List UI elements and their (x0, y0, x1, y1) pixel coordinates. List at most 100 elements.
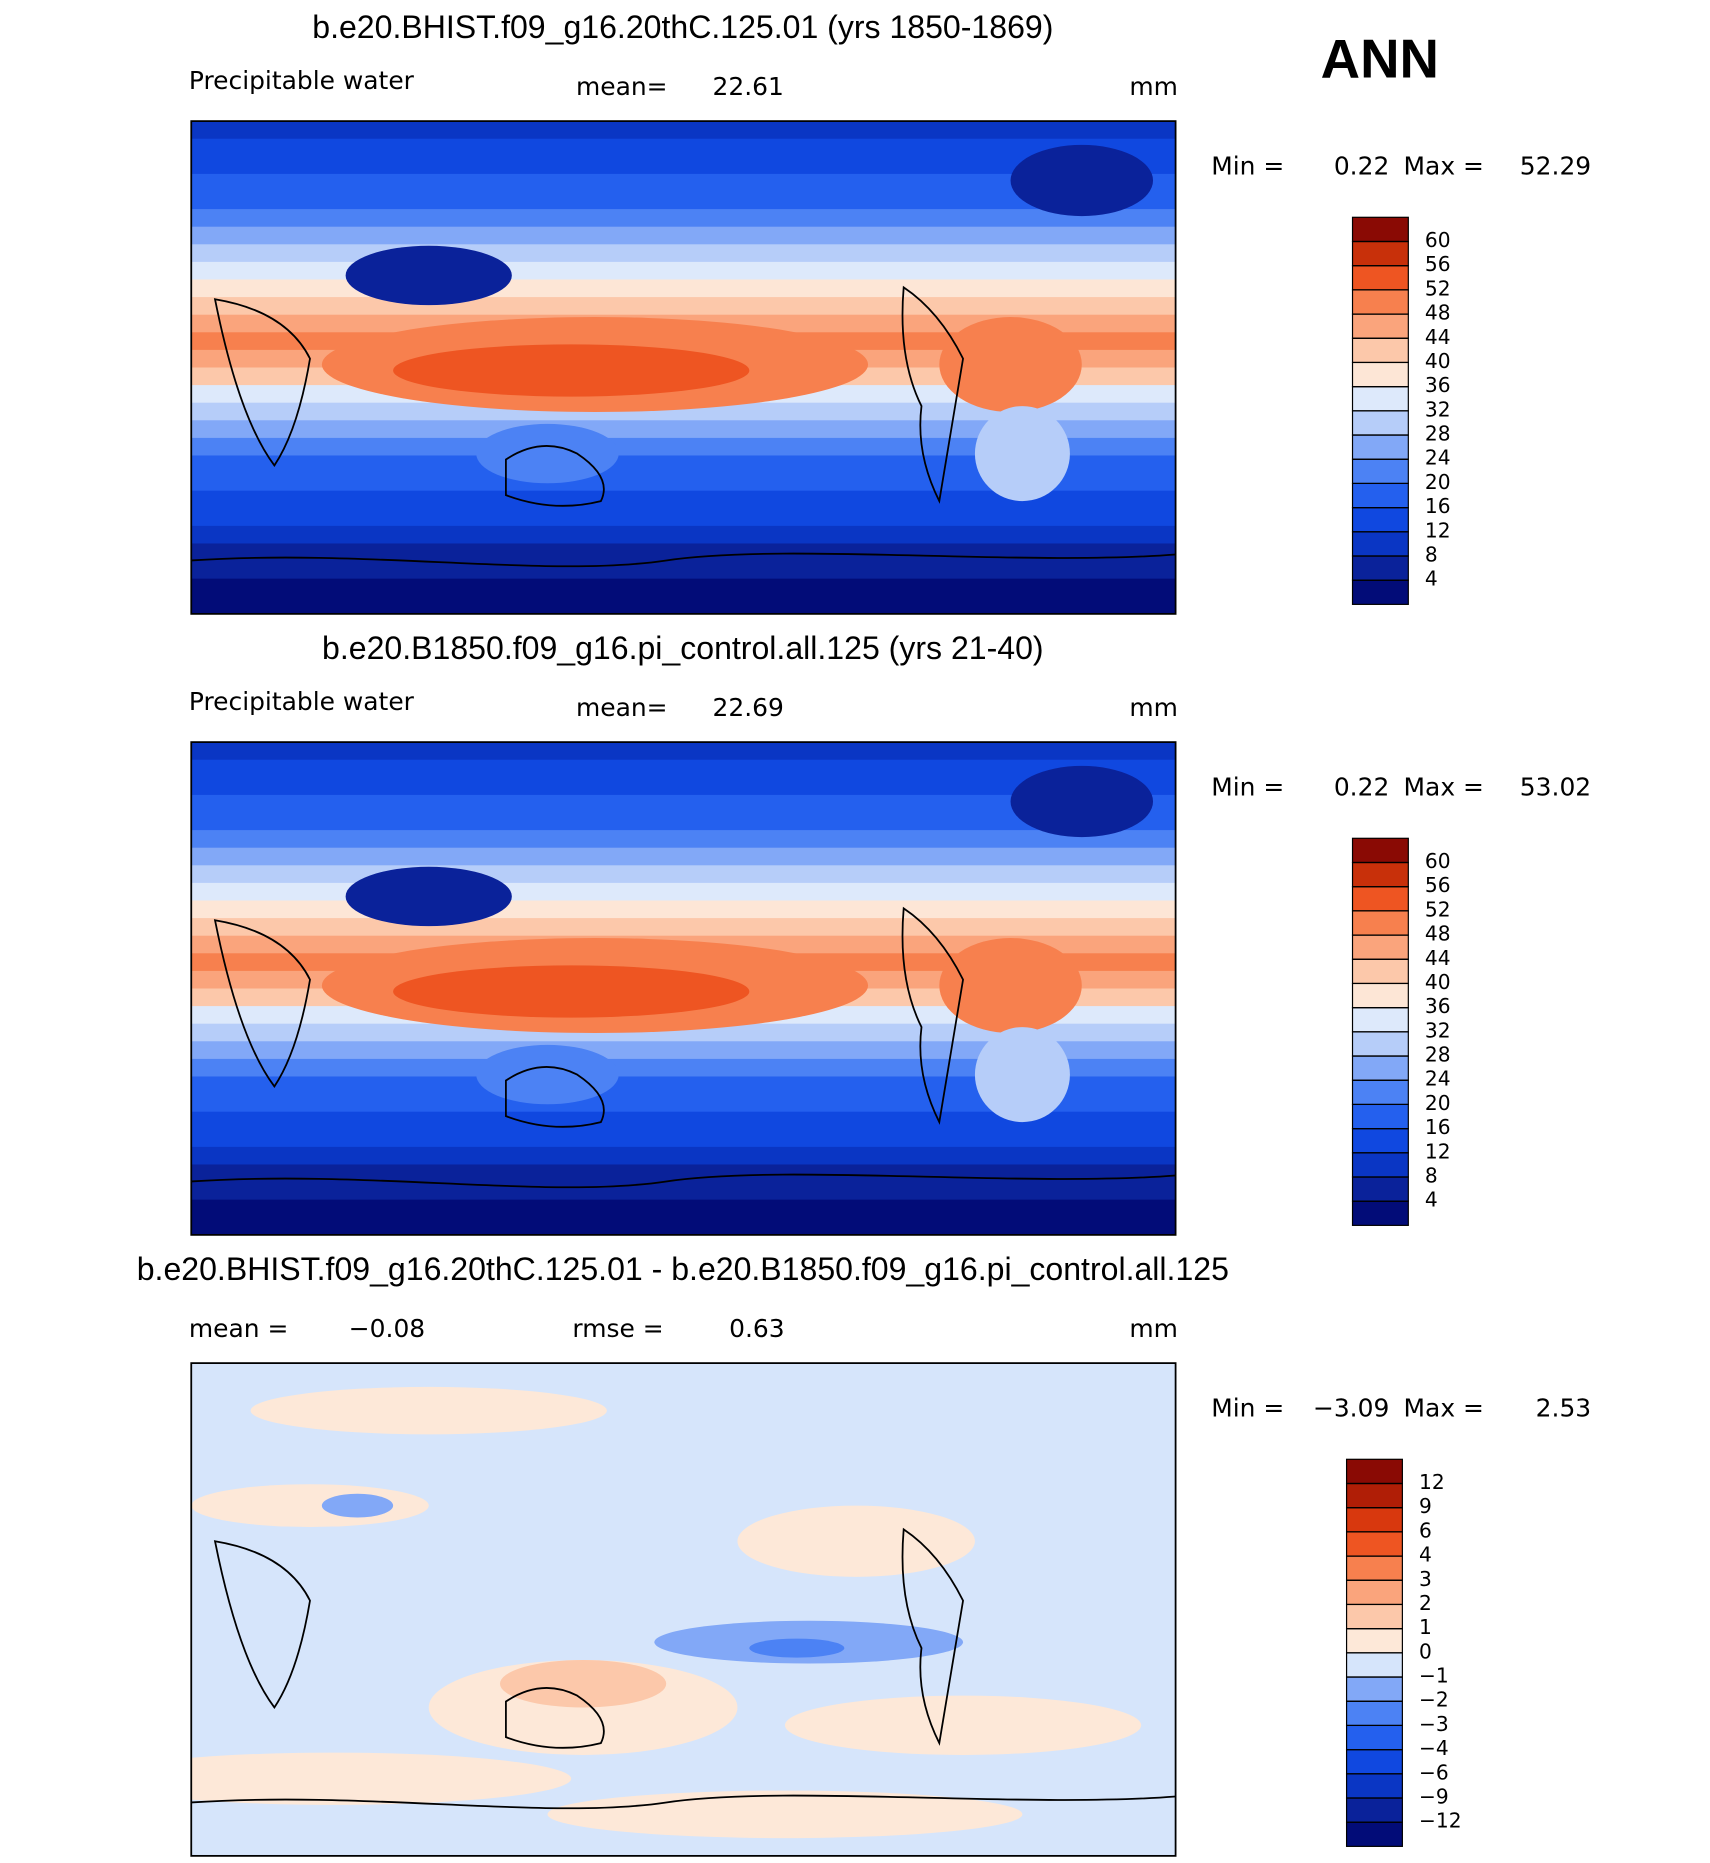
field-band (191, 437, 1176, 457)
mean-value: 22.61 (713, 72, 784, 101)
panel: b.e20.BHIST.f09_g16.20thC.125.01 (yrs 18… (189, 9, 1591, 615)
colorbar-box (1351, 958, 1409, 985)
field-band (191, 578, 1176, 598)
rmse-value: 0.63 (729, 1314, 784, 1343)
field-band (191, 191, 1176, 211)
colorbar-box (1351, 1055, 1409, 1081)
colorbar-box (1351, 240, 1409, 267)
colorbar-box (1351, 886, 1409, 912)
colorbar-label: −9 (1419, 1784, 1449, 1808)
colorbar-label: 2 (1419, 1591, 1432, 1615)
colorbar-label: 44 (1425, 946, 1451, 970)
field-blob (499, 1659, 667, 1708)
field-band (191, 596, 1176, 614)
field-blob (345, 245, 512, 306)
colorbar-label: 48 (1425, 301, 1451, 325)
colorbar-box (1351, 1128, 1409, 1154)
colorbar-label: 12 (1419, 1470, 1445, 1494)
field-band (191, 742, 1176, 761)
season-label: ANN (1321, 28, 1439, 89)
colorbar-box (1345, 1482, 1403, 1509)
max-value: 2.53 (1536, 1393, 1592, 1422)
colorbar-box (1351, 265, 1409, 291)
min-label: Min = (1211, 1393, 1284, 1422)
colorbar-box (1351, 1103, 1409, 1130)
colorbar-label: 36 (1425, 373, 1451, 397)
colorbar-box (1351, 910, 1409, 936)
field-band (191, 209, 1176, 228)
field-blob (737, 1505, 975, 1577)
colorbar-box (1351, 458, 1409, 485)
colorbar-label: 40 (1425, 349, 1451, 373)
colorbar-label: 40 (1425, 970, 1451, 994)
min-label: Min = (1211, 772, 1284, 801)
colorbar-label: 32 (1425, 1018, 1451, 1042)
field-band (191, 1217, 1176, 1235)
colorbar-box (1351, 555, 1409, 581)
field-band (191, 847, 1176, 867)
map-frame (190, 1362, 1177, 1857)
colorbar-box (1351, 531, 1409, 557)
colorbar-label: −3 (1419, 1712, 1449, 1736)
field-blob (393, 344, 750, 397)
colorbar-box (1345, 1821, 1403, 1847)
field-band (191, 1023, 1176, 1043)
colorbar-label: 16 (1425, 494, 1451, 518)
colorbar-box (1351, 289, 1409, 315)
colorbar-label: 20 (1425, 1091, 1451, 1115)
max-label: Max = (1404, 1393, 1484, 1422)
map-frame (190, 120, 1177, 615)
colorbar-box (1345, 1652, 1403, 1678)
field-band (191, 1076, 1176, 1096)
panel-title: b.e20.BHIST.f09_g16.20thC.125.01 - b.e20… (137, 1251, 1229, 1287)
mean-label: mean= (576, 693, 668, 722)
field-band (191, 279, 1176, 299)
colorbar-label: 32 (1425, 397, 1451, 421)
colorbar-label: −12 (1419, 1809, 1462, 1833)
units-label: mm (1129, 1314, 1178, 1343)
panel-title: b.e20.B1850.f09_g16.pi_control.all.125 (… (322, 630, 1044, 666)
field-blob (939, 938, 1082, 1034)
field-band (191, 812, 1176, 832)
field-band (191, 173, 1176, 193)
colorbar-box (1351, 982, 1409, 1009)
coastline (191, 285, 1176, 568)
colorbar-box (1351, 434, 1409, 460)
colorbar-box (1345, 1797, 1403, 1823)
field-band (191, 226, 1176, 246)
field-blob (749, 1638, 845, 1658)
colorbar-box (1345, 1507, 1403, 1533)
colorbar-box (1351, 1152, 1409, 1178)
colorbar-box (1351, 579, 1409, 605)
colorbar-box (1351, 861, 1409, 888)
field-band (191, 1111, 1176, 1131)
colorbar-box (1351, 934, 1409, 960)
field-blob (784, 1695, 1142, 1755)
field-band (191, 156, 1176, 176)
field-band (191, 918, 1176, 937)
field-blob (345, 866, 512, 927)
field-band (191, 508, 1176, 528)
field-band (191, 525, 1176, 545)
field-band (191, 1041, 1176, 1061)
field-band (191, 297, 1176, 316)
field-blob (939, 317, 1082, 413)
field-band (191, 543, 1176, 563)
min-value: −3.09 (1313, 1393, 1389, 1422)
field-band (191, 1146, 1176, 1166)
colorbar-box (1345, 1773, 1403, 1799)
field-blob (1010, 144, 1154, 217)
variable-label: Precipitable water (189, 66, 415, 95)
colorbar-label: 3 (1419, 1567, 1432, 1591)
colorbar-box (1345, 1458, 1403, 1485)
colorbar-label: −4 (1419, 1736, 1449, 1760)
colorbar-box (1345, 1555, 1403, 1581)
field-band (191, 777, 1176, 797)
field-blob (476, 1044, 619, 1105)
colorbar-box (1351, 386, 1409, 412)
colorbar-label: 9 (1419, 1494, 1432, 1518)
colorbar-label: 0 (1419, 1639, 1432, 1663)
field-band (191, 1129, 1176, 1149)
min-label: Min = (1211, 151, 1284, 180)
colorbar-label: 6 (1419, 1518, 1432, 1542)
